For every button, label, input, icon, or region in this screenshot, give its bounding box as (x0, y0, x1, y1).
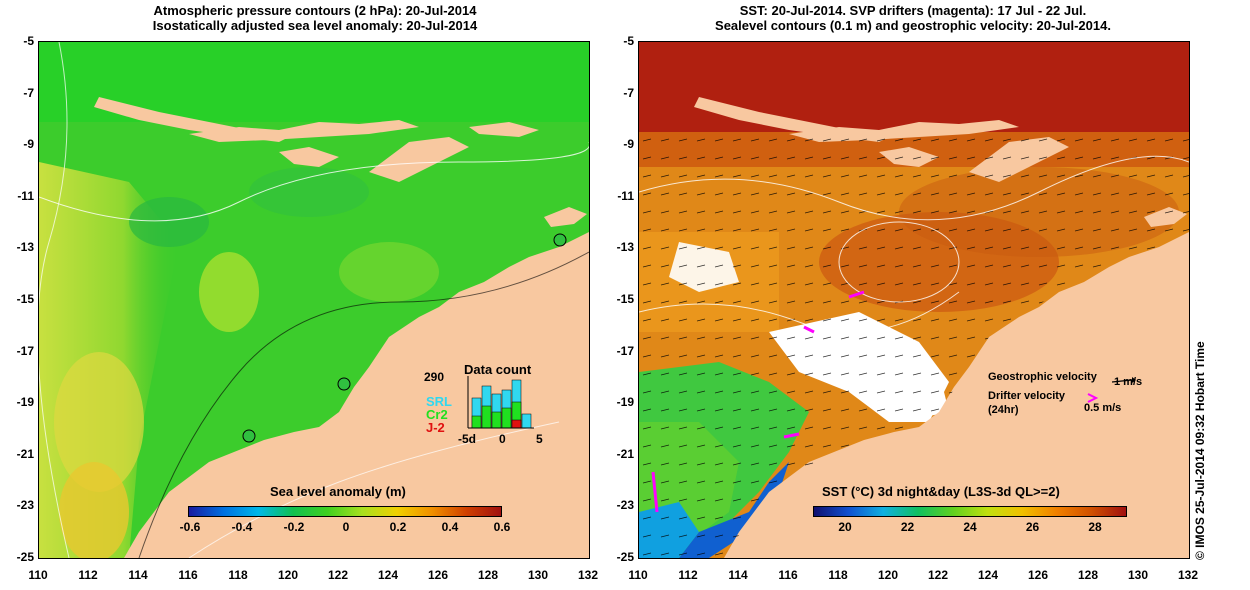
sla-colorbar-tick: -0.6 (179, 520, 201, 534)
sla-map-svg (39, 42, 589, 558)
data-count-bars (467, 376, 534, 429)
drifter-velocity-label: Drifter velocity (988, 390, 1066, 402)
sla-colorbar-tick: 0 (342, 520, 350, 534)
x-tick-label: 124 (377, 568, 399, 582)
y-tick-label: -15 (16, 292, 34, 306)
geostrophic-arrow-icon (1111, 372, 1136, 383)
drifter-arrow-icon (1086, 390, 1100, 403)
x-tick-label: 112 (78, 568, 98, 582)
y-tick-label: -7 (23, 85, 34, 100)
inset-xtick-5: 5 (536, 432, 543, 446)
y-tick-label: -19 (16, 395, 34, 410)
x-tick-label: 120 (277, 568, 299, 582)
y-tick-label: -21 (616, 446, 634, 461)
sla-colorbar-tick: -0.4 (231, 520, 253, 534)
y-tick-label: -11 (617, 188, 634, 203)
geostrophic-velocity-label: Geostrophic velocity (988, 371, 1097, 383)
x-tick-label: 130 (1127, 568, 1149, 582)
y-tick-label: -5 (623, 34, 634, 48)
y-tick-label: -15 (616, 292, 634, 306)
drifter-velocity-value: 0.5 m/s (1084, 402, 1122, 414)
y-tick-label: -23 (616, 498, 634, 513)
x-tick-label: 132 (1177, 568, 1199, 582)
sea-level-anomaly-map (38, 41, 590, 559)
sla-colorbar-tick: 0.4 (441, 520, 459, 534)
inset-legend-j2: J-2 (426, 420, 445, 435)
tide-gauge-marker (242, 429, 256, 443)
sst-colorbar-tick: 20 (838, 520, 852, 534)
sla-colorbar-tick: -0.2 (283, 520, 305, 534)
australia-landmass (124, 232, 589, 558)
sla-colorbar-tick: 0.6 (493, 520, 511, 534)
x-tick-label: 126 (1027, 568, 1049, 582)
inset-title: Data count (464, 362, 532, 377)
inset-legend-srl: SRL (426, 394, 452, 409)
y-tick-label: -13 (616, 240, 634, 255)
inset-xtick-neg5d: -5d (458, 432, 476, 446)
data-count-inset: Data count 290 SRL Cr2 J-2 -5d 0 5 (424, 362, 544, 452)
tide-gauge-marker (553, 233, 567, 247)
y-tick-label: -13 (16, 240, 34, 255)
australia-landmass (724, 232, 1189, 558)
sst-colorbar-tick: 24 (963, 520, 977, 534)
y-tick-label: -7 (623, 85, 634, 100)
geostrophic-velocity-value: 1 m/s (1114, 376, 1143, 388)
y-tick-label: -17 (616, 343, 634, 358)
x-tick-label: 114 (728, 568, 748, 582)
y-tick-label: -11 (17, 188, 34, 203)
x-tick-label: 128 (477, 568, 499, 582)
x-tick-label: 128 (1077, 568, 1099, 582)
sla-colorbar-title: Sea level anomaly (m) (270, 484, 406, 499)
y-tick-label: -9 (623, 137, 634, 152)
x-tick-label: 122 (327, 568, 349, 582)
y-tick-label: -21 (16, 446, 34, 461)
x-tick-label: 110 (28, 568, 48, 582)
y-tick-label: -25 (16, 550, 34, 564)
y-tick-label: -23 (16, 498, 34, 513)
drifter-track (848, 290, 865, 299)
x-tick-label: 116 (778, 568, 798, 582)
imos-credit: © IMOS 25-Jul-2014 09:32 Hobart Time (1193, 341, 1207, 560)
y-tick-label: -17 (16, 343, 34, 358)
x-tick-label: 118 (228, 568, 248, 582)
sst-colorbar-title: SST (°C) 3d night&day (L3S-3d QL>=2) (822, 484, 1060, 499)
left-title-line2: Isostatically adjusted sea level anomaly… (152, 18, 478, 33)
y-tick-label: -25 (616, 550, 634, 564)
inset-xtick-0: 0 (499, 432, 506, 446)
sst-colorbar-tick: 28 (1088, 520, 1102, 534)
y-tick-label: -9 (23, 137, 34, 152)
x-tick-label: 126 (427, 568, 449, 582)
y-tick-label: -5 (23, 34, 34, 48)
x-tick-label: 118 (828, 568, 848, 582)
y-tick-label: -19 (616, 395, 634, 410)
right-title-line1: SST: 20-Jul-2014. SVP drifters (magenta)… (739, 3, 1087, 18)
x-tick-label: 122 (927, 568, 949, 582)
sla-colorbar-tick: 0.2 (389, 520, 407, 534)
x-tick-label: 112 (678, 568, 698, 582)
sla-colorbar (188, 506, 502, 517)
sst-map-svg (639, 42, 1189, 558)
sst-colorbar (813, 506, 1127, 517)
x-tick-label: 110 (628, 568, 648, 582)
x-tick-label: 116 (178, 568, 198, 582)
drifter-track (803, 325, 815, 334)
inset-ymax: 290 (424, 370, 445, 384)
drifter-track (651, 471, 659, 513)
x-tick-label: 132 (577, 568, 599, 582)
x-tick-label: 120 (877, 568, 899, 582)
sst-colorbar-tick: 22 (900, 520, 915, 534)
right-title-line2: Sealevel contours (0.1 m) and geostrophi… (715, 18, 1111, 33)
drifter-velocity-sub: (24hr) (988, 404, 1019, 416)
tide-gauge-marker (337, 377, 351, 391)
sst-map (638, 41, 1190, 559)
left-title-line1: Atmospheric pressure contours (2 hPa): 2… (153, 3, 477, 18)
sst-colorbar-tick: 26 (1025, 520, 1040, 534)
x-tick-label: 130 (527, 568, 549, 582)
inset-legend-cr2: Cr2 (426, 407, 448, 422)
x-tick-label: 124 (977, 568, 999, 582)
drifter-track (783, 432, 800, 439)
x-tick-label: 114 (128, 568, 148, 582)
